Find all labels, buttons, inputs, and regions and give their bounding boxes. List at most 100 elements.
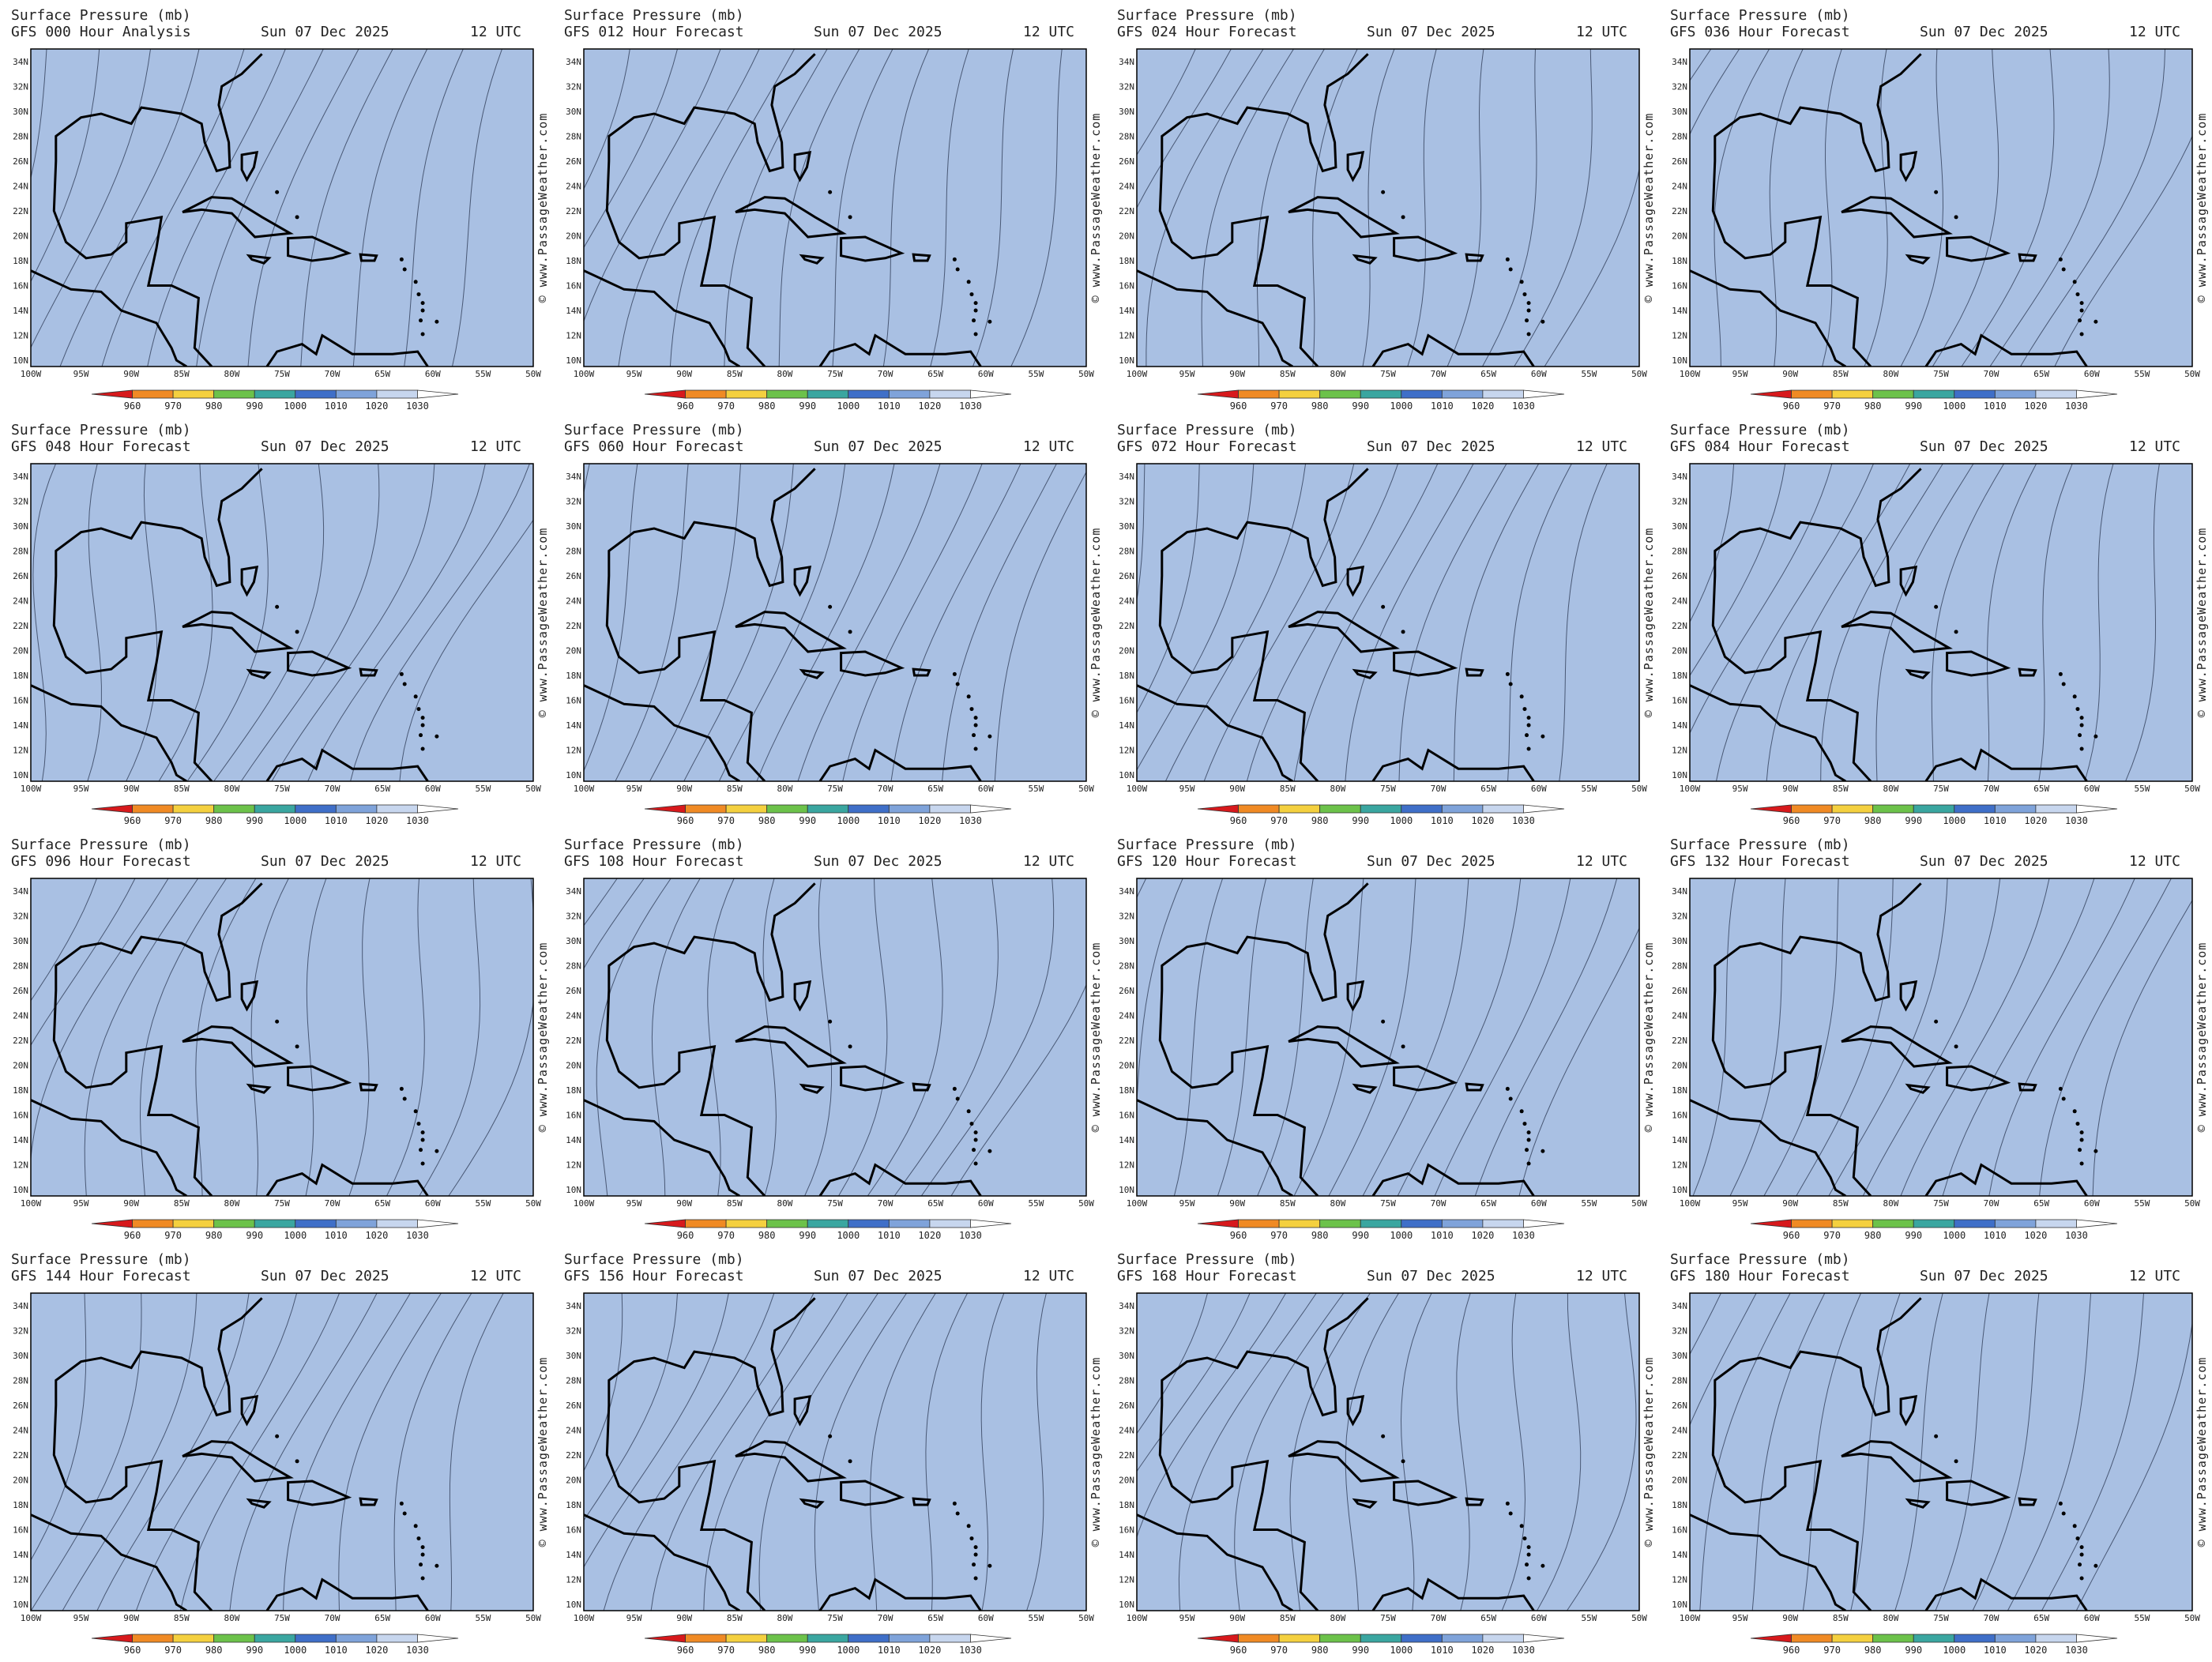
island-dot xyxy=(952,1086,957,1091)
map-frame xyxy=(30,463,534,782)
island xyxy=(1465,1082,1484,1092)
lat-label: 16N xyxy=(1672,1111,1687,1121)
isobar xyxy=(147,49,286,367)
lon-label: 65W xyxy=(2033,1613,2049,1623)
isobar xyxy=(1201,49,1294,367)
colorbar-label: 960 xyxy=(124,1645,141,1656)
isobar xyxy=(2054,135,2192,367)
isobar xyxy=(882,49,930,367)
lon-label: 80W xyxy=(224,369,239,379)
lon-label: 70W xyxy=(1984,1198,1999,1209)
lon-label: 60W xyxy=(1531,1613,1547,1623)
colorbar-label: 960 xyxy=(677,400,694,412)
coastline xyxy=(1924,333,2088,367)
credit: © www.PassageWeather.com xyxy=(2195,1357,2209,1547)
colorbar-segment xyxy=(1319,804,1361,814)
lat-label: 34N xyxy=(13,1301,28,1311)
isobar xyxy=(1407,49,1437,367)
colorbar-tip xyxy=(1523,804,1565,814)
lon-label: 90W xyxy=(1229,1198,1245,1209)
lat-label: 32N xyxy=(1119,911,1134,921)
lon-label: 70W xyxy=(1984,1613,1999,1623)
colorbar-label: 990 xyxy=(1905,1230,1922,1241)
isobar xyxy=(1769,49,1804,367)
island-dot xyxy=(973,1137,978,1142)
island xyxy=(793,150,812,182)
island-dot xyxy=(1401,215,1405,220)
island-dot xyxy=(2079,716,2084,720)
lat-label: 26N xyxy=(566,986,581,996)
coastline xyxy=(1158,468,1369,781)
map-panel: Surface Pressure (mb)GFS 000 Hour Analys… xyxy=(11,7,550,412)
colorbar-segment xyxy=(848,1634,890,1643)
lat-label: 22N xyxy=(566,1450,581,1461)
island-dot xyxy=(1525,733,1529,738)
lon-label: 50W xyxy=(1631,369,1647,379)
panel-time: 12 UTC xyxy=(470,24,521,40)
lon-label: 65W xyxy=(927,784,943,794)
lon-label: 100W xyxy=(1680,369,1701,379)
island-dot xyxy=(973,1576,978,1581)
island-dot xyxy=(2079,301,2084,306)
credit: © www.PassageWeather.com xyxy=(536,113,550,303)
lon-label: 95W xyxy=(1732,1613,1748,1623)
isobar xyxy=(1828,878,1948,1196)
island xyxy=(359,1082,378,1092)
panel-date: Sun 07 Dec 2025 xyxy=(1920,1268,2048,1284)
island xyxy=(1946,1065,2011,1092)
lat-label: 20N xyxy=(13,645,28,656)
colorbar-segment xyxy=(213,804,255,814)
lat-label: 20N xyxy=(1672,1060,1687,1070)
panel-date: Sun 07 Dec 2025 xyxy=(1367,1268,1495,1284)
lon-label: 55W xyxy=(1028,1198,1044,1209)
coastline xyxy=(31,269,187,367)
coastline xyxy=(584,684,740,781)
colorbar-label: 1000 xyxy=(1943,1230,1966,1241)
colorbar-tip xyxy=(417,1634,459,1643)
island xyxy=(1393,1480,1458,1506)
island-dot xyxy=(972,733,976,738)
colorbar-segment xyxy=(685,1219,727,1228)
colorbar-segment xyxy=(848,389,890,399)
colorbar-label: 980 xyxy=(205,1645,223,1656)
island-dot xyxy=(420,1137,425,1142)
panel-time: 12 UTC xyxy=(470,853,521,870)
isobar xyxy=(31,49,47,179)
lat-label: 12N xyxy=(1672,1160,1687,1171)
isobar xyxy=(1146,49,1264,367)
isobar xyxy=(1987,464,2037,781)
isobar xyxy=(650,1293,814,1611)
colorbar-label: 970 xyxy=(1823,1645,1841,1656)
lon-label: 60W xyxy=(425,1198,441,1209)
map-frame xyxy=(583,48,1087,367)
lat-label: 22N xyxy=(13,206,28,216)
isobar xyxy=(59,49,200,367)
island-dot xyxy=(1525,1562,1529,1567)
lat-label: 12N xyxy=(1119,1575,1134,1585)
lat-label: 10N xyxy=(13,1185,28,1195)
isobar xyxy=(300,49,393,367)
lon-label: 60W xyxy=(2084,369,2100,379)
lon-label: 80W xyxy=(224,1198,239,1209)
colorbar-segment xyxy=(1994,1219,2037,1228)
colorbar-label: 1010 xyxy=(878,1230,901,1241)
colorbar-label: 1020 xyxy=(365,1645,388,1656)
colorbar-segment xyxy=(1278,804,1321,814)
coastline xyxy=(1924,748,2088,781)
colorbar-segment xyxy=(1238,1219,1280,1228)
map-content xyxy=(31,1293,504,1611)
lat-label: 22N xyxy=(1119,1450,1134,1461)
lat-label: 26N xyxy=(1672,986,1687,996)
island-dot xyxy=(1525,1148,1529,1152)
lon-label: 75W xyxy=(827,1198,843,1209)
island-dot xyxy=(2094,1563,2098,1568)
credit: © www.PassageWeather.com xyxy=(2195,528,2209,718)
island-dot xyxy=(969,707,974,712)
colorbar-label: 990 xyxy=(1352,1645,1369,1656)
lat-label: 32N xyxy=(13,496,28,506)
map-content xyxy=(1137,878,1639,1196)
colorbar-segment xyxy=(929,389,971,399)
lat-label: 24N xyxy=(1119,596,1134,606)
colorbar-label: 970 xyxy=(1823,1230,1841,1241)
coastline xyxy=(1924,1577,2088,1611)
